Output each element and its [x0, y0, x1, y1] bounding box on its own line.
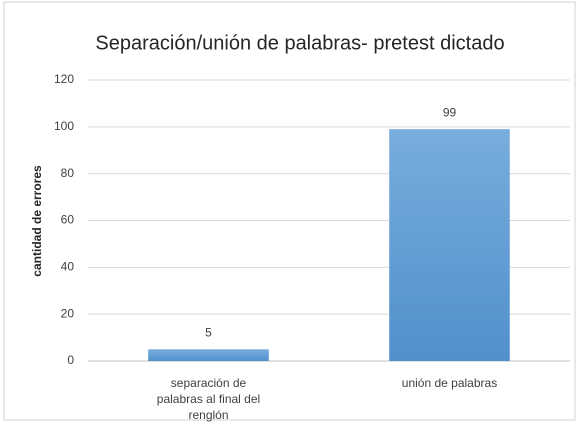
y-tick-label: 80 — [61, 166, 75, 180]
bar-shade — [148, 349, 269, 361]
y-tick-label: 40 — [61, 260, 75, 274]
y-tick-label: 120 — [54, 72, 74, 86]
bar-shade — [389, 129, 510, 361]
chart-title: Separación/unión de palabras- pretest di… — [95, 32, 504, 54]
y-axis-label: cantidad de errores — [30, 165, 44, 277]
data-label: 99 — [443, 105, 457, 119]
y-tick-label: 100 — [54, 119, 74, 133]
x-tick-label: unión de palabras — [401, 376, 498, 390]
y-tick-label: 0 — [67, 353, 74, 367]
x-tick-label: separación de palabras al final del reng… — [156, 376, 261, 422]
y-tick-label: 60 — [61, 213, 75, 227]
data-label: 5 — [205, 325, 212, 339]
y-tick-label: 20 — [61, 306, 75, 320]
